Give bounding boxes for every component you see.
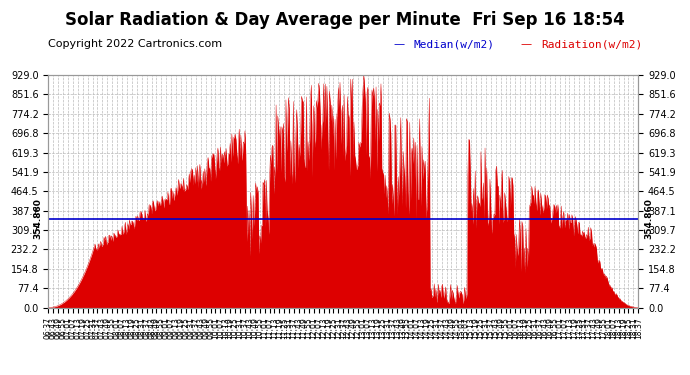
Text: Median(w/m2): Median(w/m2) [414, 39, 495, 50]
Text: —: — [521, 39, 532, 50]
Text: 354.860: 354.860 [33, 198, 42, 239]
Text: Solar Radiation & Day Average per Minute  Fri Sep 16 18:54: Solar Radiation & Day Average per Minute… [65, 11, 625, 29]
Text: Copyright 2022 Cartronics.com: Copyright 2022 Cartronics.com [48, 39, 222, 50]
Text: —: — [393, 39, 404, 50]
Text: 354.860: 354.860 [644, 198, 653, 239]
Text: Radiation(w/m2): Radiation(w/m2) [542, 39, 643, 50]
